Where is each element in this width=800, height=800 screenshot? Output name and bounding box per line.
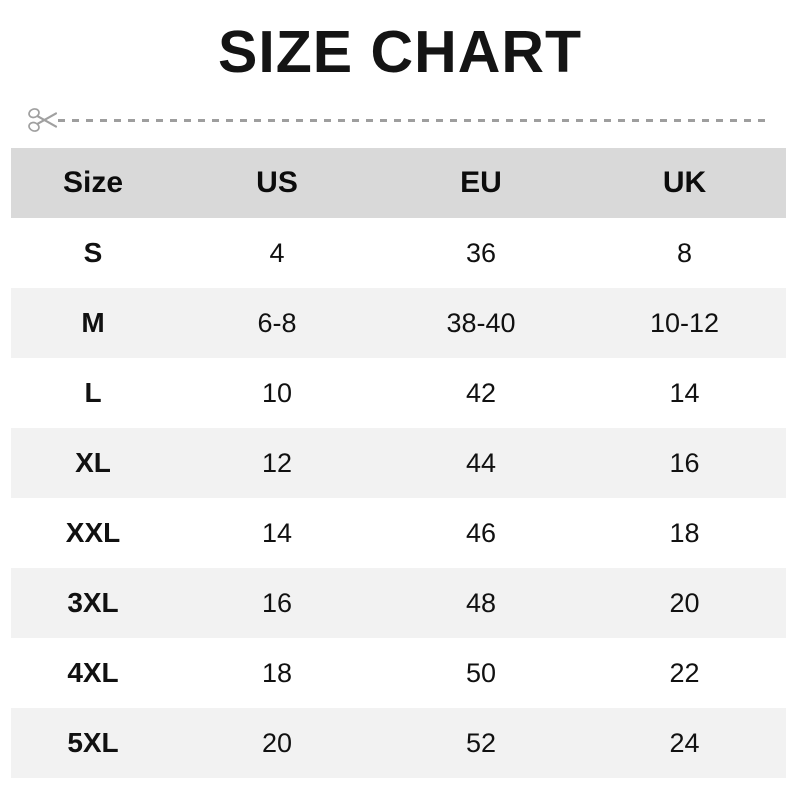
table-row: 4XL 18 50 22 [11, 638, 786, 708]
column-header-uk: UK [583, 148, 786, 218]
table-row: S 4 36 8 [11, 218, 786, 288]
cell-uk: 16 [583, 428, 786, 498]
title-area: SIZE CHART [0, 0, 800, 96]
table-row: 5XL 20 52 24 [11, 708, 786, 778]
cell-us: 12 [175, 428, 379, 498]
cell-uk: 24 [583, 708, 786, 778]
cell-eu: 36 [379, 218, 583, 288]
table-row: 3XL 16 48 20 [11, 568, 786, 638]
table-row: XL 12 44 16 [11, 428, 786, 498]
cell-us: 4 [175, 218, 379, 288]
column-header-us: US [175, 148, 379, 218]
cell-size: 3XL [11, 568, 175, 638]
cell-uk: 18 [583, 498, 786, 568]
cell-eu: 38-40 [379, 288, 583, 358]
size-chart-table: Size US EU UK S 4 36 8 M 6-8 38-40 10-12… [11, 148, 786, 778]
cell-us: 10 [175, 358, 379, 428]
cell-eu: 46 [379, 498, 583, 568]
table-row: L 10 42 14 [11, 358, 786, 428]
table-row: XXL 14 46 18 [11, 498, 786, 568]
cell-uk: 22 [583, 638, 786, 708]
cell-eu: 50 [379, 638, 583, 708]
column-header-size: Size [11, 148, 175, 218]
cell-uk: 10-12 [583, 288, 786, 358]
cell-eu: 52 [379, 708, 583, 778]
scissors-icon [28, 108, 58, 132]
table-row: M 6-8 38-40 10-12 [11, 288, 786, 358]
cell-size: XL [11, 428, 175, 498]
cell-uk: 20 [583, 568, 786, 638]
table-body: S 4 36 8 M 6-8 38-40 10-12 L 10 42 14 XL… [11, 218, 786, 778]
cell-size: M [11, 288, 175, 358]
cell-eu: 48 [379, 568, 583, 638]
cell-us: 16 [175, 568, 379, 638]
cell-us: 14 [175, 498, 379, 568]
cell-us: 20 [175, 708, 379, 778]
cell-size: S [11, 218, 175, 288]
cell-size: 4XL [11, 638, 175, 708]
cut-line [0, 102, 800, 138]
cell-us: 6-8 [175, 288, 379, 358]
column-header-eu: EU [379, 148, 583, 218]
cell-uk: 14 [583, 358, 786, 428]
table-header-row: Size US EU UK [11, 148, 786, 218]
cell-us: 18 [175, 638, 379, 708]
cell-size: 5XL [11, 708, 175, 778]
page-title: SIZE CHART [218, 18, 582, 85]
table-header: Size US EU UK [11, 148, 786, 218]
cell-size: L [11, 358, 175, 428]
cell-eu: 44 [379, 428, 583, 498]
cell-uk: 8 [583, 218, 786, 288]
cell-size: XXL [11, 498, 175, 568]
cell-eu: 42 [379, 358, 583, 428]
cut-dashed-line [58, 118, 770, 122]
